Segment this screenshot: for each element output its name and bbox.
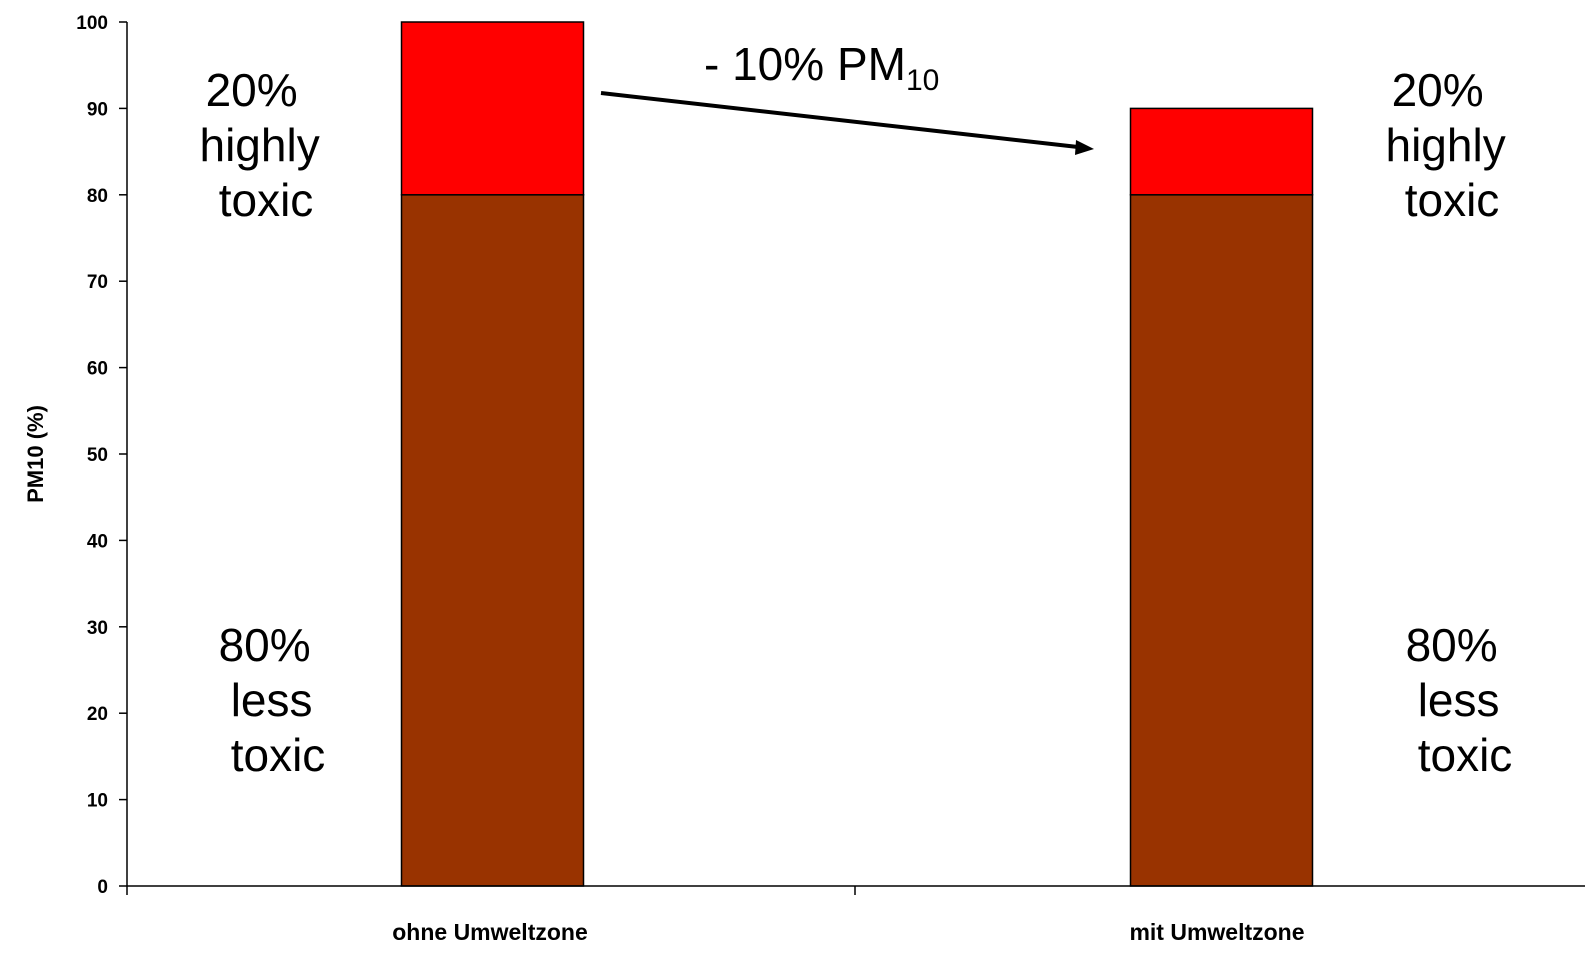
bars xyxy=(400,21,1314,887)
reduction-annotation-subscript: 10 xyxy=(906,64,939,97)
right-bottom-line-1: 80% xyxy=(1406,619,1498,671)
y-tick-label: 60 xyxy=(87,359,108,380)
y-tick-label: 10 xyxy=(87,791,108,812)
right-bottom-line-2: less xyxy=(1418,674,1500,726)
left-top-line-1: 20% xyxy=(206,64,298,116)
left-bottom-line-1: 80% xyxy=(219,619,311,671)
reduction-arrow-head xyxy=(1075,140,1094,155)
y-tick-label: 90 xyxy=(87,99,108,120)
bar-segment-upper-ohne-umweltzone xyxy=(400,21,585,196)
right-top-line-1: 20% xyxy=(1392,64,1484,116)
right-bottom-line-3: toxic xyxy=(1418,729,1513,781)
y-axis-ticks: 0 10 20 30 40 50 60 70 80 90 100 xyxy=(76,13,127,898)
left-top-line-3: toxic xyxy=(219,174,314,226)
reduction-annotation: - 10% PM10 xyxy=(704,38,939,97)
y-tick-label: 80 xyxy=(87,186,108,207)
left-top-annotation: 20% highly toxic xyxy=(200,64,333,226)
y-tick-label: 20 xyxy=(87,704,108,725)
y-tick-label: 40 xyxy=(87,531,108,552)
reduction-annotation-text: - 10% PM xyxy=(704,38,906,90)
y-axis-label: PM10 (%) xyxy=(23,405,48,503)
y-tick-label: 30 xyxy=(87,618,108,639)
right-top-line-3: toxic xyxy=(1405,174,1500,226)
left-bottom-annotation: 80% less toxic xyxy=(219,619,326,781)
right-bottom-annotation: 80% less toxic xyxy=(1406,619,1513,781)
bar-segment-lower-mit-umweltzone xyxy=(1129,194,1314,887)
y-tick-label: 100 xyxy=(76,13,108,34)
y-tick-label: 70 xyxy=(87,272,108,293)
bar-segment-upper-mit-umweltzone xyxy=(1129,107,1314,196)
y-tick-label: 0 xyxy=(97,877,108,898)
x-tick-label-mit-umweltzone: mit Umweltzone xyxy=(1129,919,1304,945)
left-top-line-2: highly xyxy=(200,119,320,171)
left-bottom-line-2: less xyxy=(231,674,313,726)
reduction-arrow-line xyxy=(600,91,1079,149)
right-top-annotation: 20% highly toxic xyxy=(1386,64,1519,226)
bar-segment-lower-ohne-umweltzone xyxy=(400,194,585,887)
x-tick-label-ohne-umweltzone: ohne Umweltzone xyxy=(392,919,588,945)
right-top-line-2: highly xyxy=(1386,119,1506,171)
left-bottom-line-3: toxic xyxy=(231,729,326,781)
y-tick-label: 50 xyxy=(87,445,108,466)
